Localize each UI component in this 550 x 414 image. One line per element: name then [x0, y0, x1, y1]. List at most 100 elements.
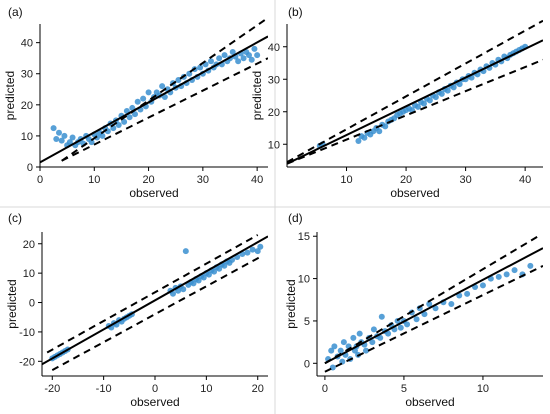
data-point [426, 97, 433, 104]
panel-label: (a) [8, 5, 23, 19]
lower-band-line [61, 57, 268, 162]
lower-band-line [287, 58, 543, 165]
data-point [221, 52, 228, 59]
data-point [126, 114, 133, 121]
x-tick-label: -10 [96, 383, 112, 395]
y-tick-label: 20 [23, 239, 35, 251]
y-axis-label: predicted [3, 71, 17, 120]
y-tick-label: -10 [19, 327, 35, 339]
data-point [248, 56, 255, 63]
data-point [211, 268, 218, 275]
x-tick-label: 40 [519, 174, 531, 186]
x-tick-label: 30 [459, 174, 471, 186]
panel-label: (c) [8, 211, 22, 225]
data-point [208, 58, 214, 65]
y-tick-label: 10 [268, 139, 280, 151]
data-point [397, 324, 404, 331]
data-point [197, 64, 204, 71]
y-tick-label: 10 [298, 274, 310, 286]
x-axis-label: observed [405, 395, 454, 409]
y-tick-label: 20 [21, 100, 33, 112]
chart-panel: (c) -20 -10 0 10 20 -20 -10 0 10 20 observed predict… [5, 211, 268, 409]
x-tick-label: 30 [197, 174, 209, 186]
fit-line [324, 247, 543, 365]
data-point [244, 249, 251, 256]
y-axis-label: predicted [250, 71, 264, 120]
y-tick-label: 30 [21, 69, 33, 81]
data-point [251, 45, 258, 52]
data-point [448, 301, 455, 307]
data-point [378, 313, 385, 320]
data-point [88, 139, 95, 146]
x-tick-label: 20 [400, 174, 412, 186]
data-point [479, 282, 486, 289]
y-tick-label: 5 [304, 316, 310, 328]
upper-band-line [324, 235, 539, 365]
data-point [169, 290, 176, 297]
data-point [216, 265, 223, 272]
data-point [337, 347, 344, 354]
data-point [132, 111, 138, 118]
x-axis-label: observed [130, 395, 179, 409]
data-point [432, 94, 439, 101]
data-point [356, 330, 363, 337]
data-point [66, 139, 73, 146]
x-tick-label: 10 [88, 174, 100, 186]
x-tick-label: 40 [251, 174, 263, 186]
data-point [362, 347, 369, 354]
data-point [376, 128, 383, 135]
data-point [121, 118, 128, 125]
x-tick-label: -20 [44, 383, 60, 395]
y-tick-label: 10 [21, 131, 33, 143]
y-tick-label: 0 [304, 358, 310, 370]
data-point [140, 95, 147, 102]
data-point [195, 277, 202, 284]
y-tick-label: 20 [268, 107, 280, 119]
data-point [369, 339, 376, 346]
x-tick-label: 20 [252, 383, 264, 395]
data-point [115, 122, 122, 129]
upper-band-line [46, 234, 259, 354]
data-point [145, 89, 152, 96]
plot-area [287, 19, 543, 165]
data-point [221, 262, 228, 269]
data-point [182, 248, 189, 255]
data-point [159, 83, 166, 90]
data-point [229, 48, 236, 55]
x-tick-label: 0 [322, 383, 328, 395]
y-tick-label: -20 [19, 356, 35, 368]
data-point [134, 98, 141, 105]
fit-line [287, 39, 543, 165]
data-point [350, 334, 357, 341]
x-tick-label: 10 [340, 174, 352, 186]
data-point [328, 347, 335, 354]
data-point [503, 271, 510, 278]
data-point [180, 286, 187, 293]
data-point [257, 243, 264, 250]
data-point [205, 271, 212, 278]
data-point [69, 134, 76, 141]
x-tick-label: 10 [477, 383, 489, 395]
data-point [382, 123, 389, 130]
x-tick-label: 10 [200, 383, 212, 395]
data-point [161, 94, 168, 101]
data-point [421, 311, 428, 318]
data-point [385, 330, 392, 337]
x-tick-label: 0 [152, 383, 158, 395]
data-point [58, 137, 65, 144]
data-point [254, 52, 261, 59]
data-point [53, 136, 60, 143]
chart-panel: (d) 0 5 10 0 5 10 15 observed predicted [284, 211, 543, 409]
data-point [438, 90, 445, 97]
data-point [361, 134, 368, 141]
fit-line [40, 35, 268, 164]
panel-label: (b) [288, 5, 303, 19]
data-point [420, 100, 427, 107]
x-tick-label: 5 [401, 383, 407, 395]
y-tick-label: 40 [268, 42, 280, 54]
data-point [50, 125, 57, 132]
y-axis-label: predicted [5, 279, 19, 328]
y-axis-label: predicted [284, 279, 298, 328]
data-point [413, 316, 420, 323]
